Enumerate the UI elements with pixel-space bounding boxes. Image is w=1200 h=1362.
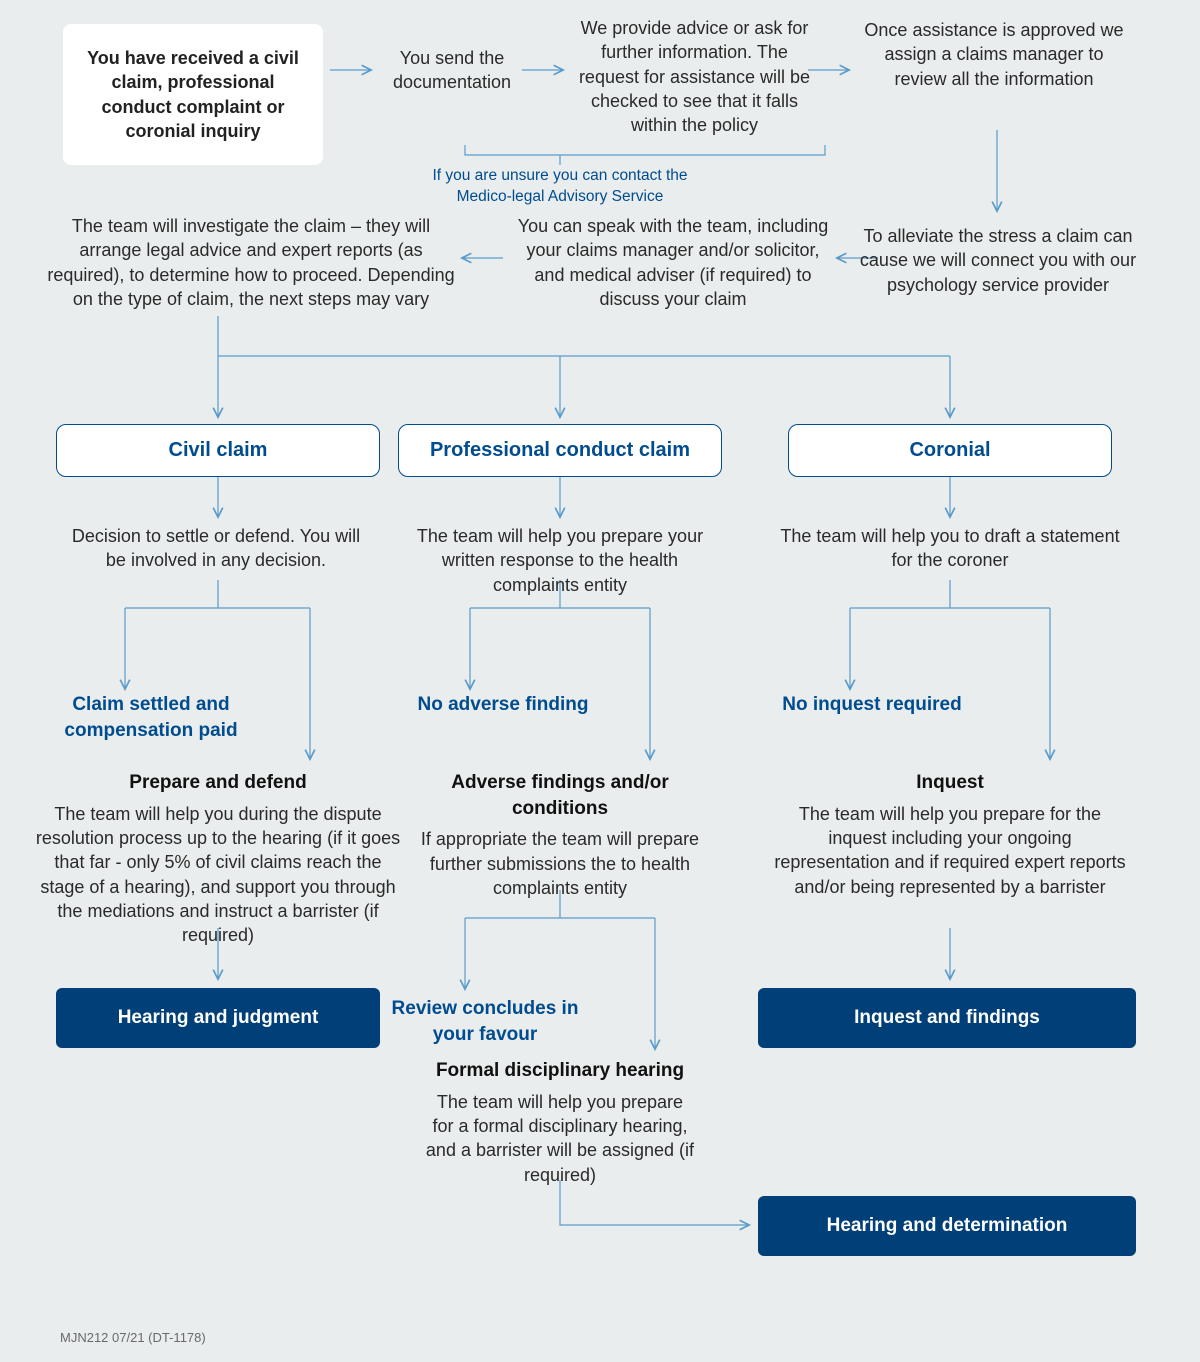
prof-formal-title: Formal disciplinary hearing	[424, 1058, 696, 1084]
prof-adverse-body: If appropriate the team will prepare fur…	[412, 827, 708, 900]
coronial-noinquest: No inquest required	[762, 692, 982, 718]
prof-formal: Formal disciplinary hearing The team wil…	[424, 1058, 696, 1187]
step-speak: You can speak with the team, including y…	[512, 214, 834, 311]
civil-defend-title: Prepare and defend	[34, 770, 402, 796]
civil-defend: Prepare and defend The team will help yo…	[34, 770, 402, 947]
coronial-end: Inquest and findings	[758, 988, 1136, 1048]
category-coronial: Coronial	[788, 424, 1112, 477]
prof-adverse: Adverse findings and/or conditions If ap…	[412, 770, 708, 900]
coronial-inquest-title: Inquest	[770, 770, 1130, 796]
prof-prepare: The team will help you prepare your writ…	[398, 524, 722, 597]
flowchart-canvas: You have received a civil claim, profess…	[0, 0, 1200, 1362]
step-advice: We provide advice or ask for further inf…	[572, 16, 817, 137]
civil-defend-body: The team will help you during the disput…	[34, 802, 402, 948]
coronial-inquest-body: The team will help you prepare for the i…	[770, 802, 1130, 899]
prof-adverse-title: Adverse findings and/or conditions	[412, 770, 708, 821]
step-psychology: To alleviate the stress a claim can caus…	[850, 224, 1146, 297]
step-approved: Once assistance is approved we assign a …	[862, 18, 1126, 91]
civil-decision: Decision to settle or defend. You will b…	[66, 524, 366, 573]
civil-settled: Claim settled and compensation paid	[46, 692, 256, 743]
prof-formal-body: The team will help you prepare for a for…	[424, 1090, 696, 1187]
step-investigate: The team will investigate the claim – th…	[46, 214, 456, 311]
category-civil: Civil claim	[56, 424, 380, 477]
note-unsure: If you are unsure you can contact the Me…	[426, 166, 694, 208]
start-box: You have received a civil claim, profess…	[63, 24, 323, 165]
coronial-inquest: Inquest The team will help you prepare f…	[770, 770, 1130, 899]
footer-code: MJN212 07/21 (DT-1178)	[60, 1330, 206, 1345]
civil-end: Hearing and judgment	[56, 988, 380, 1048]
prof-review: Review concludes in your favour	[390, 996, 580, 1047]
prof-noadverse: No adverse finding	[398, 692, 608, 718]
category-professional: Professional conduct claim	[398, 424, 722, 477]
prof-end: Hearing and determination	[758, 1196, 1136, 1256]
step-send-docs: You send the documentation	[382, 46, 522, 95]
coronial-draft: The team will help you to draft a statem…	[770, 524, 1130, 573]
